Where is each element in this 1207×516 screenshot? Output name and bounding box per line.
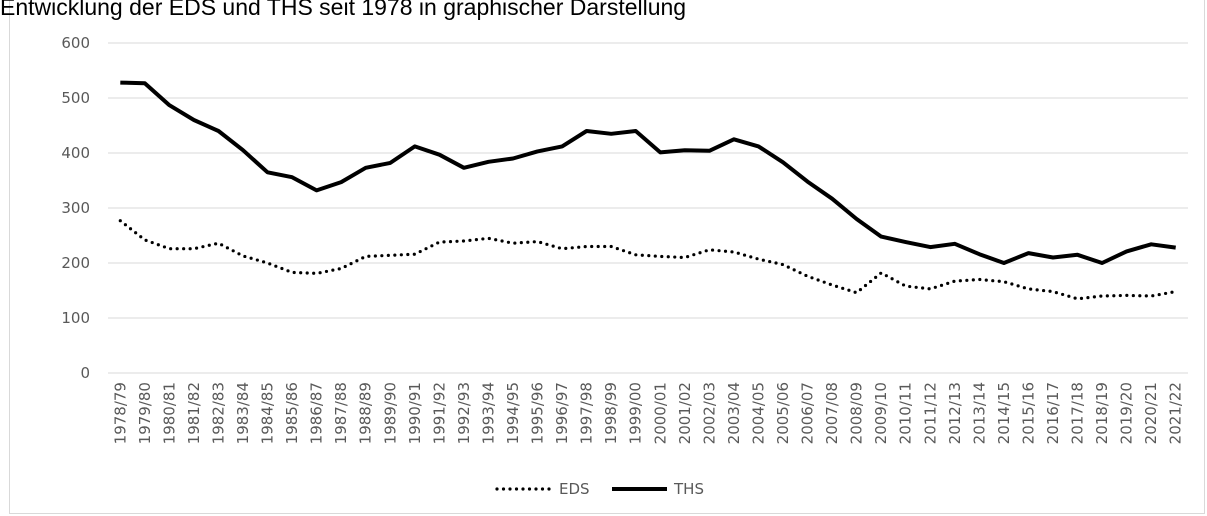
x-tick-label: 2021/22 (1167, 382, 1185, 444)
x-tick-label: 2010/11 (897, 382, 915, 444)
x-tick-label: 1979/80 (136, 382, 154, 444)
y-tick-label: 600 (61, 34, 90, 52)
x-tick-label: 1994/95 (504, 382, 522, 444)
x-tick-label: 2012/13 (946, 382, 964, 444)
x-tick-label: 1988/89 (357, 382, 375, 444)
x-tick-label: 2004/05 (749, 382, 767, 444)
legend-label-ths: THS (673, 480, 704, 498)
x-tick-label: 2007/08 (823, 382, 841, 444)
x-tick-label: 1998/99 (602, 382, 620, 444)
x-tick-label: 1987/88 (332, 382, 350, 444)
x-tick-label: 1996/97 (553, 382, 571, 444)
x-tick-label: 1981/82 (185, 382, 203, 444)
x-tick-label: 2001/02 (676, 382, 694, 444)
x-tick-label: 2015/16 (1019, 382, 1037, 444)
x-tick-label: 2002/03 (700, 382, 718, 444)
x-tick-label: 1999/00 (627, 382, 645, 444)
x-axis-tick-labels: 1978/79 1979/80 1980/81 1981/82 1982/83 1983/… (111, 382, 1184, 444)
x-tick-label: 2011/12 (921, 382, 939, 444)
x-tick-label: 1982/83 (209, 382, 227, 444)
x-tick-label: 1989/90 (381, 382, 399, 444)
x-tick-label: 2000/01 (651, 382, 669, 444)
grid-lines (108, 42, 1188, 374)
x-tick-label: 1993/94 (479, 382, 497, 444)
x-tick-label: 1985/86 (283, 382, 301, 444)
x-tick-label: 1992/93 (455, 382, 473, 444)
y-tick-label: 200 (61, 254, 90, 272)
x-tick-label: 2018/19 (1093, 382, 1111, 444)
x-tick-label: 1983/84 (234, 382, 252, 444)
x-tick-label: 1978/79 (111, 382, 129, 444)
chart-title: Entwicklung der EDS und THS seit 1978 in… (0, 0, 687, 20)
y-tick-label: 0 (80, 364, 90, 382)
x-tick-label: 2016/17 (1044, 382, 1062, 444)
x-tick-label: 2008/09 (848, 382, 866, 444)
legend-label-eds: EDS (559, 480, 590, 498)
series-eds-line (118, 219, 1178, 301)
y-tick-label: 400 (61, 144, 90, 162)
x-tick-label: 1991/92 (430, 382, 448, 444)
x-tick-label: 2013/14 (970, 382, 988, 444)
series-lines (118, 80, 1178, 301)
y-tick-label: 100 (61, 309, 90, 327)
x-tick-label: 2017/18 (1069, 382, 1087, 444)
x-tick-label: 2006/07 (799, 382, 817, 444)
x-tick-label: 2005/06 (774, 382, 792, 444)
x-tick-label: 2009/10 (872, 382, 890, 444)
x-tick-label: 2019/20 (1118, 382, 1136, 444)
x-tick-label: 1980/81 (160, 382, 178, 444)
x-tick-label: 1990/91 (406, 382, 424, 444)
x-tick-label: 1984/85 (259, 382, 277, 444)
x-tick-label: 2014/15 (995, 382, 1013, 444)
y-axis-tick-labels: 0 100 200 300 400 500 600 (61, 34, 90, 382)
x-tick-label: 1995/96 (529, 382, 547, 444)
y-tick-label: 500 (61, 89, 90, 107)
series-ths-line (120, 80, 1176, 265)
x-tick-label: 1997/98 (578, 382, 596, 444)
x-tick-label: 2020/21 (1142, 382, 1160, 444)
x-tick-label: 1986/87 (308, 382, 326, 444)
chart-frame (9, 0, 1205, 514)
y-tick-label: 300 (61, 199, 90, 217)
x-tick-label: 2003/04 (725, 382, 743, 444)
legend: EDS THS (495, 480, 704, 498)
